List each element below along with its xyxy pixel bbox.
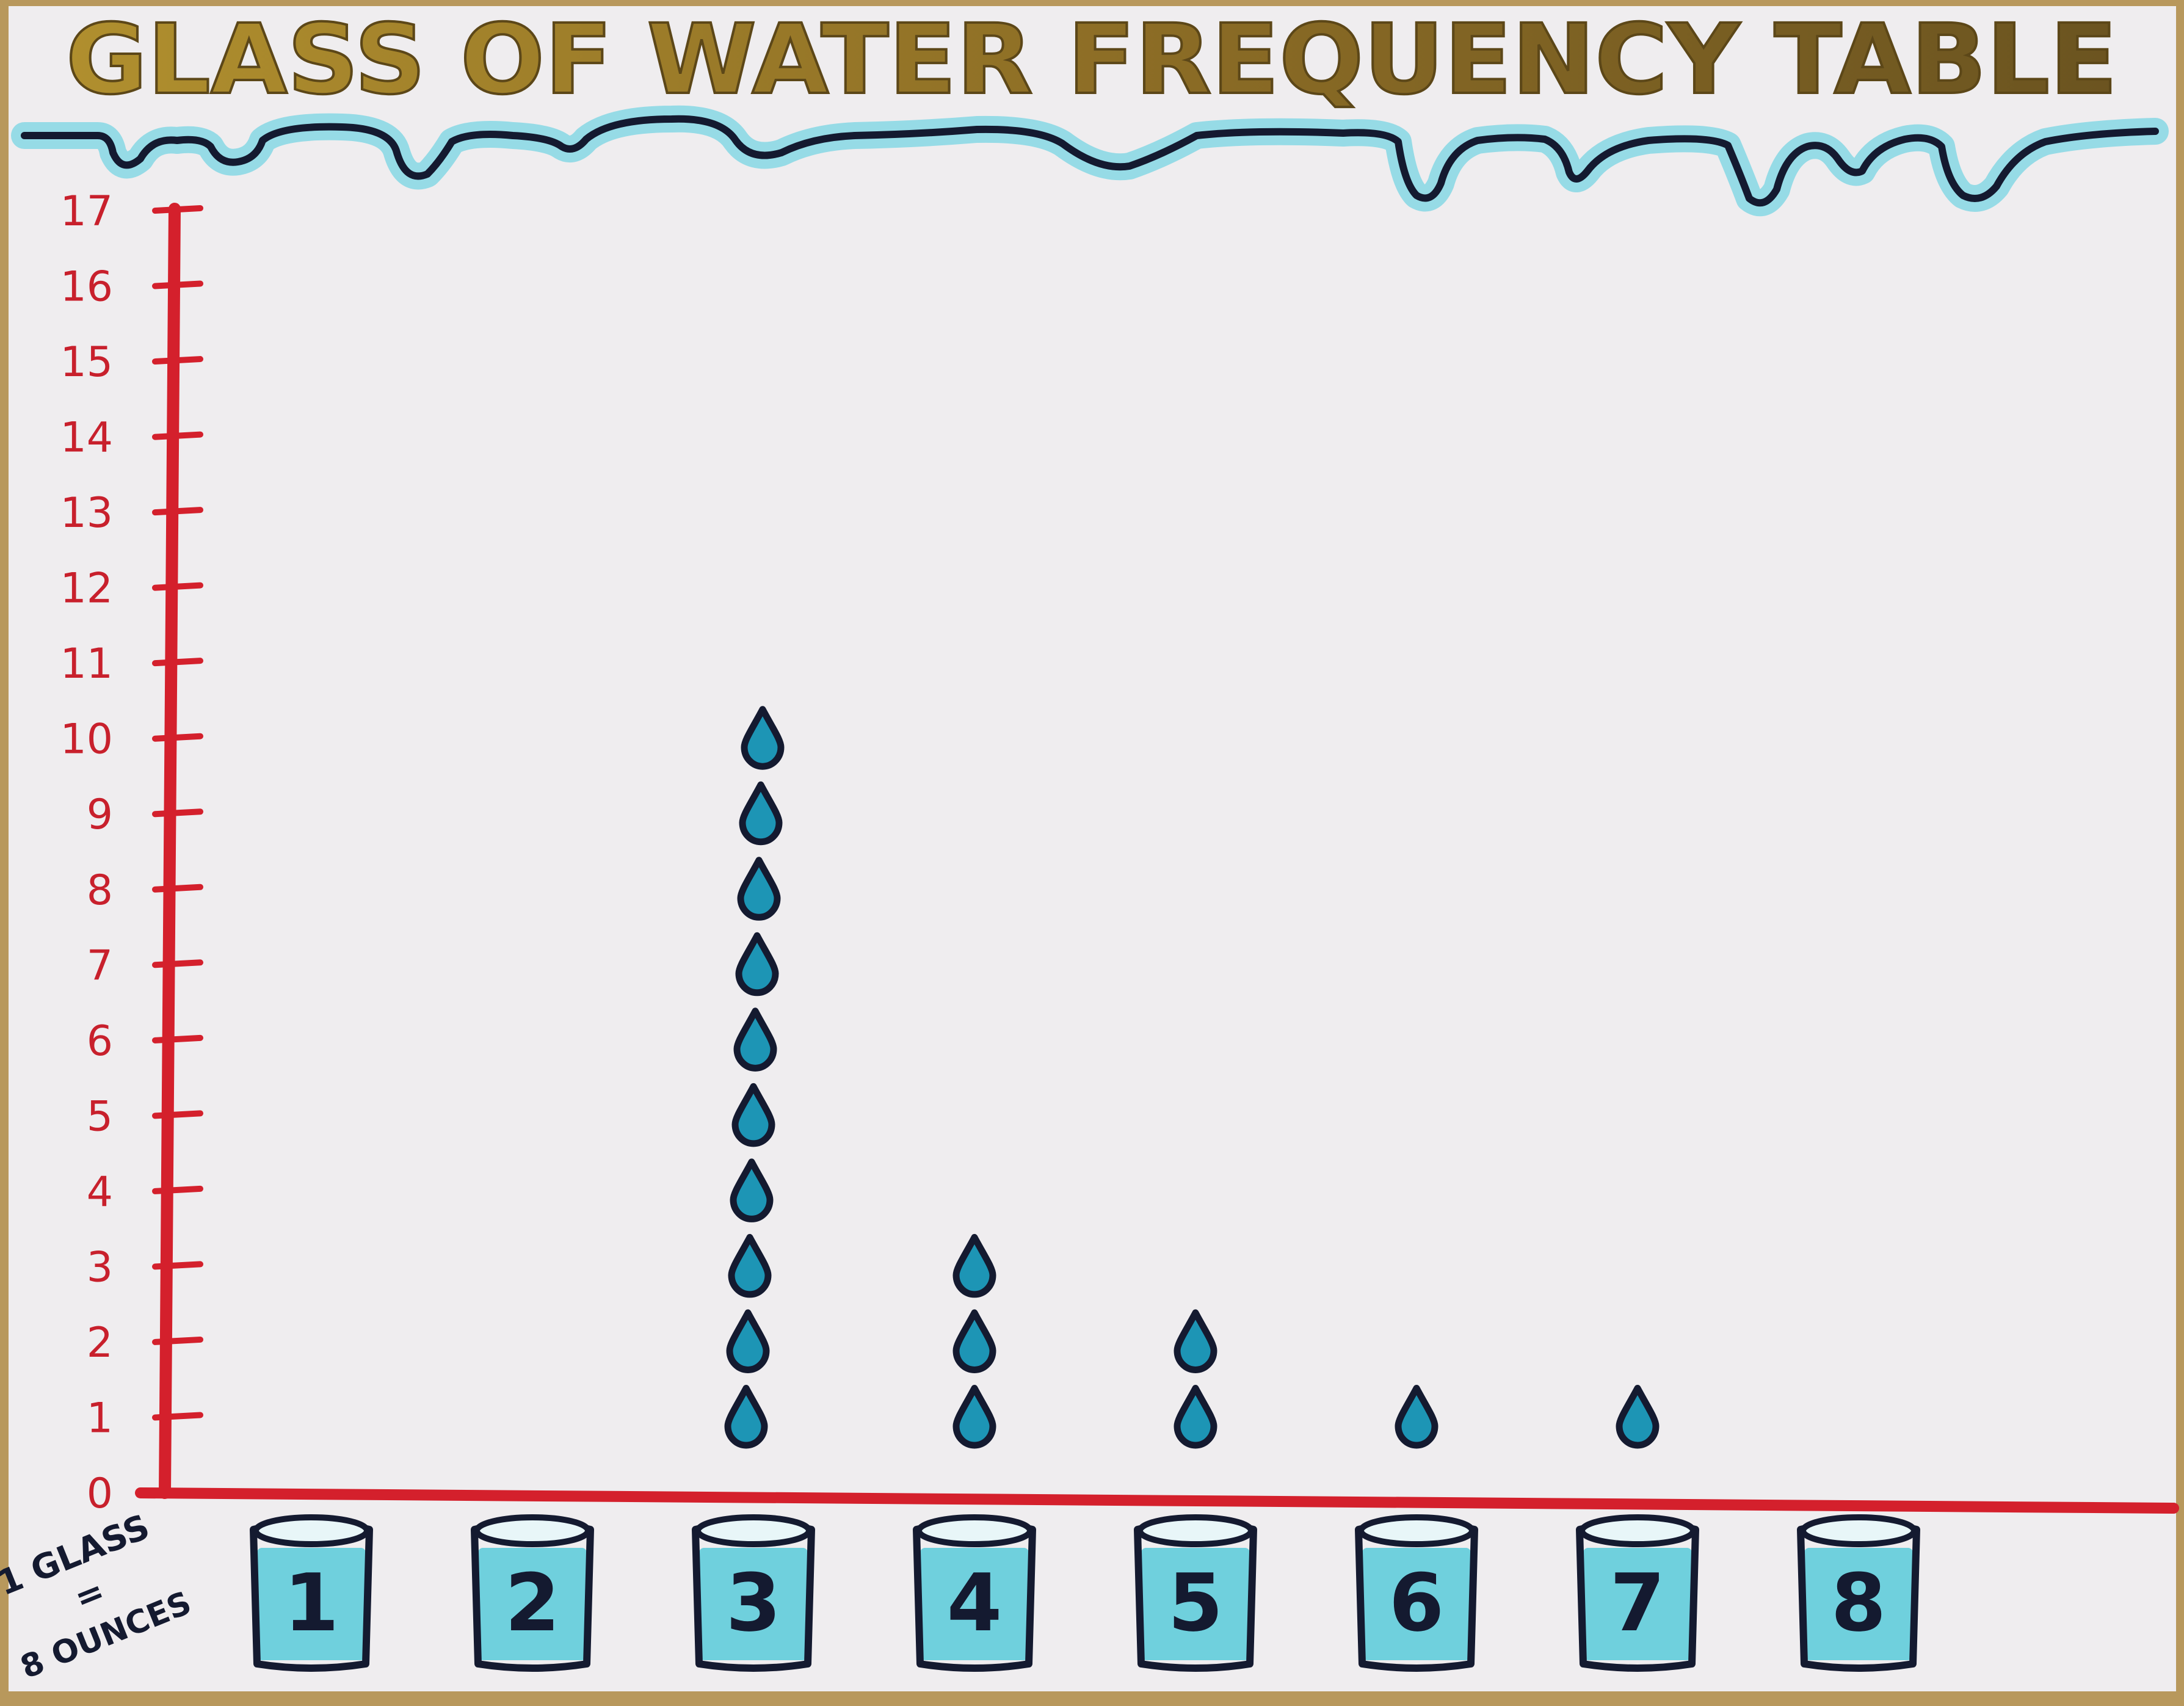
x-tick-label: 3 — [726, 1556, 781, 1649]
chart-title: GLASS OF WATER FREQUENCY TABLE — [66, 4, 2117, 116]
x-tick-label: 1 — [284, 1556, 339, 1649]
category-glass-1: 1 — [250, 1514, 373, 1672]
water-drop-3-6 — [733, 1007, 777, 1072]
x-tick-label: 4 — [947, 1556, 1002, 1649]
category-glass-5: 5 — [1134, 1514, 1257, 1672]
water-drop-3-1 — [724, 1384, 768, 1449]
glass-rim — [916, 1514, 1033, 1547]
category-glass-2: 2 — [471, 1514, 594, 1672]
x-tick-label: 7 — [1610, 1556, 1665, 1649]
y-tick-label: 5 — [87, 1092, 113, 1141]
glass-water — [1583, 1548, 1692, 1660]
category-glass-6: 6 — [1355, 1514, 1478, 1672]
y-tick-17 — [152, 205, 203, 214]
y-tick-1 — [152, 1412, 203, 1421]
y-tick-label: 1 — [87, 1394, 113, 1442]
glass-water — [1141, 1548, 1250, 1660]
water-drop-3-3 — [728, 1233, 772, 1298]
y-tick-16 — [152, 280, 203, 289]
y-tick-2 — [152, 1336, 203, 1345]
y-tick-label: 14 — [60, 414, 113, 462]
y-tick-label: 4 — [87, 1168, 113, 1216]
water-drop-7-1 — [1616, 1384, 1660, 1449]
y-tick-label: 15 — [60, 338, 113, 387]
category-glass-4: 4 — [913, 1514, 1036, 1672]
y-tick-label: 10 — [60, 716, 113, 764]
y-tick-5 — [152, 1110, 203, 1119]
glass-rim — [1358, 1514, 1475, 1547]
y-axis — [159, 203, 181, 1499]
x-tick-label: 2 — [505, 1556, 560, 1649]
water-drop-4-1 — [952, 1384, 996, 1449]
glass-rim — [695, 1514, 812, 1547]
glass-rim — [253, 1514, 370, 1547]
y-tick-label: 6 — [87, 1017, 113, 1065]
y-tick-9 — [152, 808, 203, 818]
glass-water — [1362, 1548, 1471, 1660]
water-drop-5-1 — [1174, 1384, 1217, 1449]
glass-rim — [1800, 1514, 1917, 1547]
water-drip-border — [11, 105, 2169, 217]
y-tick-14 — [152, 431, 203, 440]
water-drop-3-9 — [739, 781, 783, 846]
y-tick-label: 3 — [87, 1243, 113, 1291]
y-tick-label: 16 — [60, 263, 113, 311]
glass-rim — [474, 1514, 591, 1547]
category-glasses: 1 2 3 4 5 6 7 8 — [250, 1514, 1920, 1672]
y-tick-12 — [152, 582, 203, 591]
y-tick-4 — [152, 1185, 203, 1194]
y-tick-13 — [152, 507, 203, 516]
water-drop-4-3 — [952, 1233, 996, 1298]
glass-water — [1804, 1548, 1913, 1660]
category-glass-8: 8 — [1797, 1514, 1920, 1672]
y-tick-label: 17 — [60, 187, 113, 236]
y-tick-10 — [152, 733, 203, 742]
x-axis — [135, 1487, 2179, 1514]
water-drop-3-5 — [731, 1083, 775, 1147]
y-tick-label: 8 — [87, 866, 113, 915]
water-drop-3-7 — [735, 932, 779, 996]
y-tick-label: 7 — [87, 942, 113, 990]
y-tick-7 — [152, 959, 203, 968]
glass-rim — [1579, 1514, 1696, 1547]
y-tick-label: 0 — [87, 1470, 113, 1518]
y-axis-ticks — [152, 205, 203, 1421]
x-tick-label: 5 — [1168, 1556, 1223, 1649]
y-tick-8 — [152, 884, 203, 893]
category-glass-3: 3 — [692, 1514, 815, 1672]
glass-water — [920, 1548, 1029, 1660]
y-tick-6 — [152, 1034, 203, 1044]
water-drop-3-10 — [741, 706, 785, 770]
paper-sheet — [9, 6, 2176, 1691]
glass-water — [699, 1548, 808, 1660]
water-drop-3-2 — [726, 1309, 770, 1373]
x-tick-label: 6 — [1389, 1556, 1444, 1649]
water-drop-3-8 — [737, 857, 781, 921]
y-tick-11 — [152, 658, 203, 667]
glass-water — [257, 1548, 366, 1660]
y-tick-3 — [152, 1261, 203, 1270]
y-tick-label: 11 — [60, 640, 113, 688]
glass-rim — [1137, 1514, 1254, 1547]
y-tick-label: 12 — [60, 565, 113, 613]
glass-water — [478, 1548, 587, 1660]
water-drop-3-4 — [730, 1158, 774, 1222]
y-tick-label: 13 — [60, 489, 113, 537]
y-tick-label: 9 — [87, 791, 113, 839]
water-drop-4-2 — [952, 1309, 996, 1373]
water-drop-6-1 — [1395, 1384, 1438, 1449]
y-tick-15 — [152, 356, 203, 365]
water-drop-marks — [724, 706, 1660, 1449]
category-glass-7: 7 — [1576, 1514, 1699, 1672]
y-tick-label: 2 — [87, 1319, 113, 1367]
x-tick-label: 8 — [1831, 1556, 1886, 1649]
water-drop-5-2 — [1174, 1309, 1217, 1373]
